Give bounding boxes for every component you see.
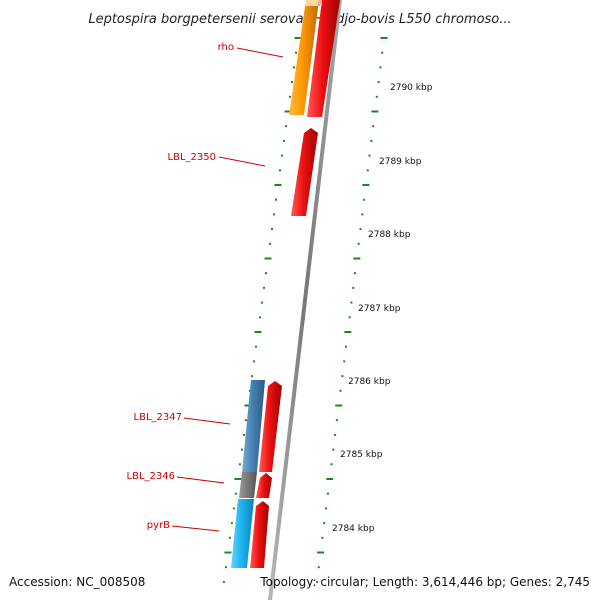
gene-lbl2346-bar: [239, 472, 257, 498]
gene-pyrb-bar: [231, 499, 254, 568]
annotated-genes: [231, 0, 319, 568]
outer-tick-ruler: [316, 37, 388, 583]
kbp-label: 2785 kbp: [340, 450, 383, 460]
map-title: Leptospira borgpetersenii serovar Hardjo…: [88, 12, 511, 27]
gene-label-lbl2346: LBL_2346: [127, 471, 175, 482]
gene-labels: rho LBL_2350 LBL_2347 LBL_2346 pyrB: [127, 42, 284, 532]
gene-rho-bar: [289, 0, 319, 115]
leader-line-lbl2347: [183, 417, 231, 425]
kbp-label: 2789 kbp: [379, 157, 422, 167]
leader-line-rho: [236, 47, 284, 58]
gene-label-rho: rho: [218, 42, 234, 53]
kbp-label: 2790 kbp: [390, 83, 433, 93]
forward-gene-lbl2346-pair: [256, 473, 272, 498]
gene-lbl2347-bar: [242, 380, 265, 472]
kbp-label: 2786 kbp: [348, 377, 391, 387]
leader-line-lbl2346: [176, 476, 225, 484]
inner-tick-ruler: [222, 37, 302, 583]
kbp-label: 2788 kbp: [368, 230, 411, 240]
kbp-label: 2784 kbp: [332, 524, 375, 534]
sequence-backbone: [268, 0, 342, 600]
forward-gene-pyrb-pair: [250, 501, 269, 568]
gene-rho-faded: [305, 0, 319, 6]
leader-line-lbl2350: [218, 156, 266, 167]
forward-strand-genes: [250, 0, 340, 568]
gene-label-pyrb: pyrB: [147, 520, 170, 531]
kbp-labels: 2790 kbp 2789 kbp 2788 kbp 2787 kbp 2786…: [332, 83, 433, 534]
accession-text: Accession: NC_008508: [9, 575, 146, 589]
forward-gene-top: [307, 0, 340, 117]
leader-line-pyrb: [171, 525, 220, 532]
kbp-label: 2787 kbp: [358, 304, 401, 314]
topology-text: Topology: circular; Length: 3,614,446 bp…: [260, 575, 590, 589]
forward-gene-lbl2347-pair: [259, 381, 282, 472]
gene-label-lbl2347: LBL_2347: [134, 412, 182, 423]
gene-label-lbl2350: LBL_2350: [168, 152, 216, 163]
forward-gene-lbl2350: [291, 128, 318, 216]
